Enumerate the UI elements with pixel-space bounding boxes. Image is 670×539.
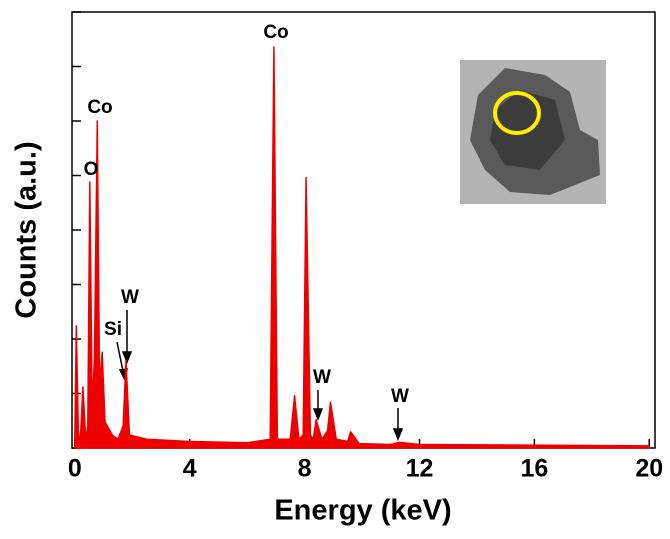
peak-label: W [313, 367, 331, 388]
spectrum-area [74, 46, 651, 449]
annotation-arrows [116, 310, 404, 442]
peak-label: W [121, 287, 139, 308]
x-tick-label: 4 [183, 455, 197, 483]
x-tick-label: 12 [406, 455, 434, 483]
x-axis-label: Energy (keV) [274, 495, 451, 527]
x-tick-label: 8 [298, 455, 312, 483]
peak-label: Si [104, 319, 122, 340]
x-tick-label: 20 [635, 455, 663, 483]
x-tick-label: 16 [520, 455, 548, 483]
peak-label: Co [263, 22, 288, 43]
peak-label: W [391, 386, 409, 407]
x-tick-label: 0 [68, 455, 82, 483]
inset-image [460, 60, 606, 204]
y-axis-label: Counts (a.u.) [11, 141, 43, 318]
peak-label: Co [87, 97, 112, 118]
peak-label: O [84, 159, 99, 180]
